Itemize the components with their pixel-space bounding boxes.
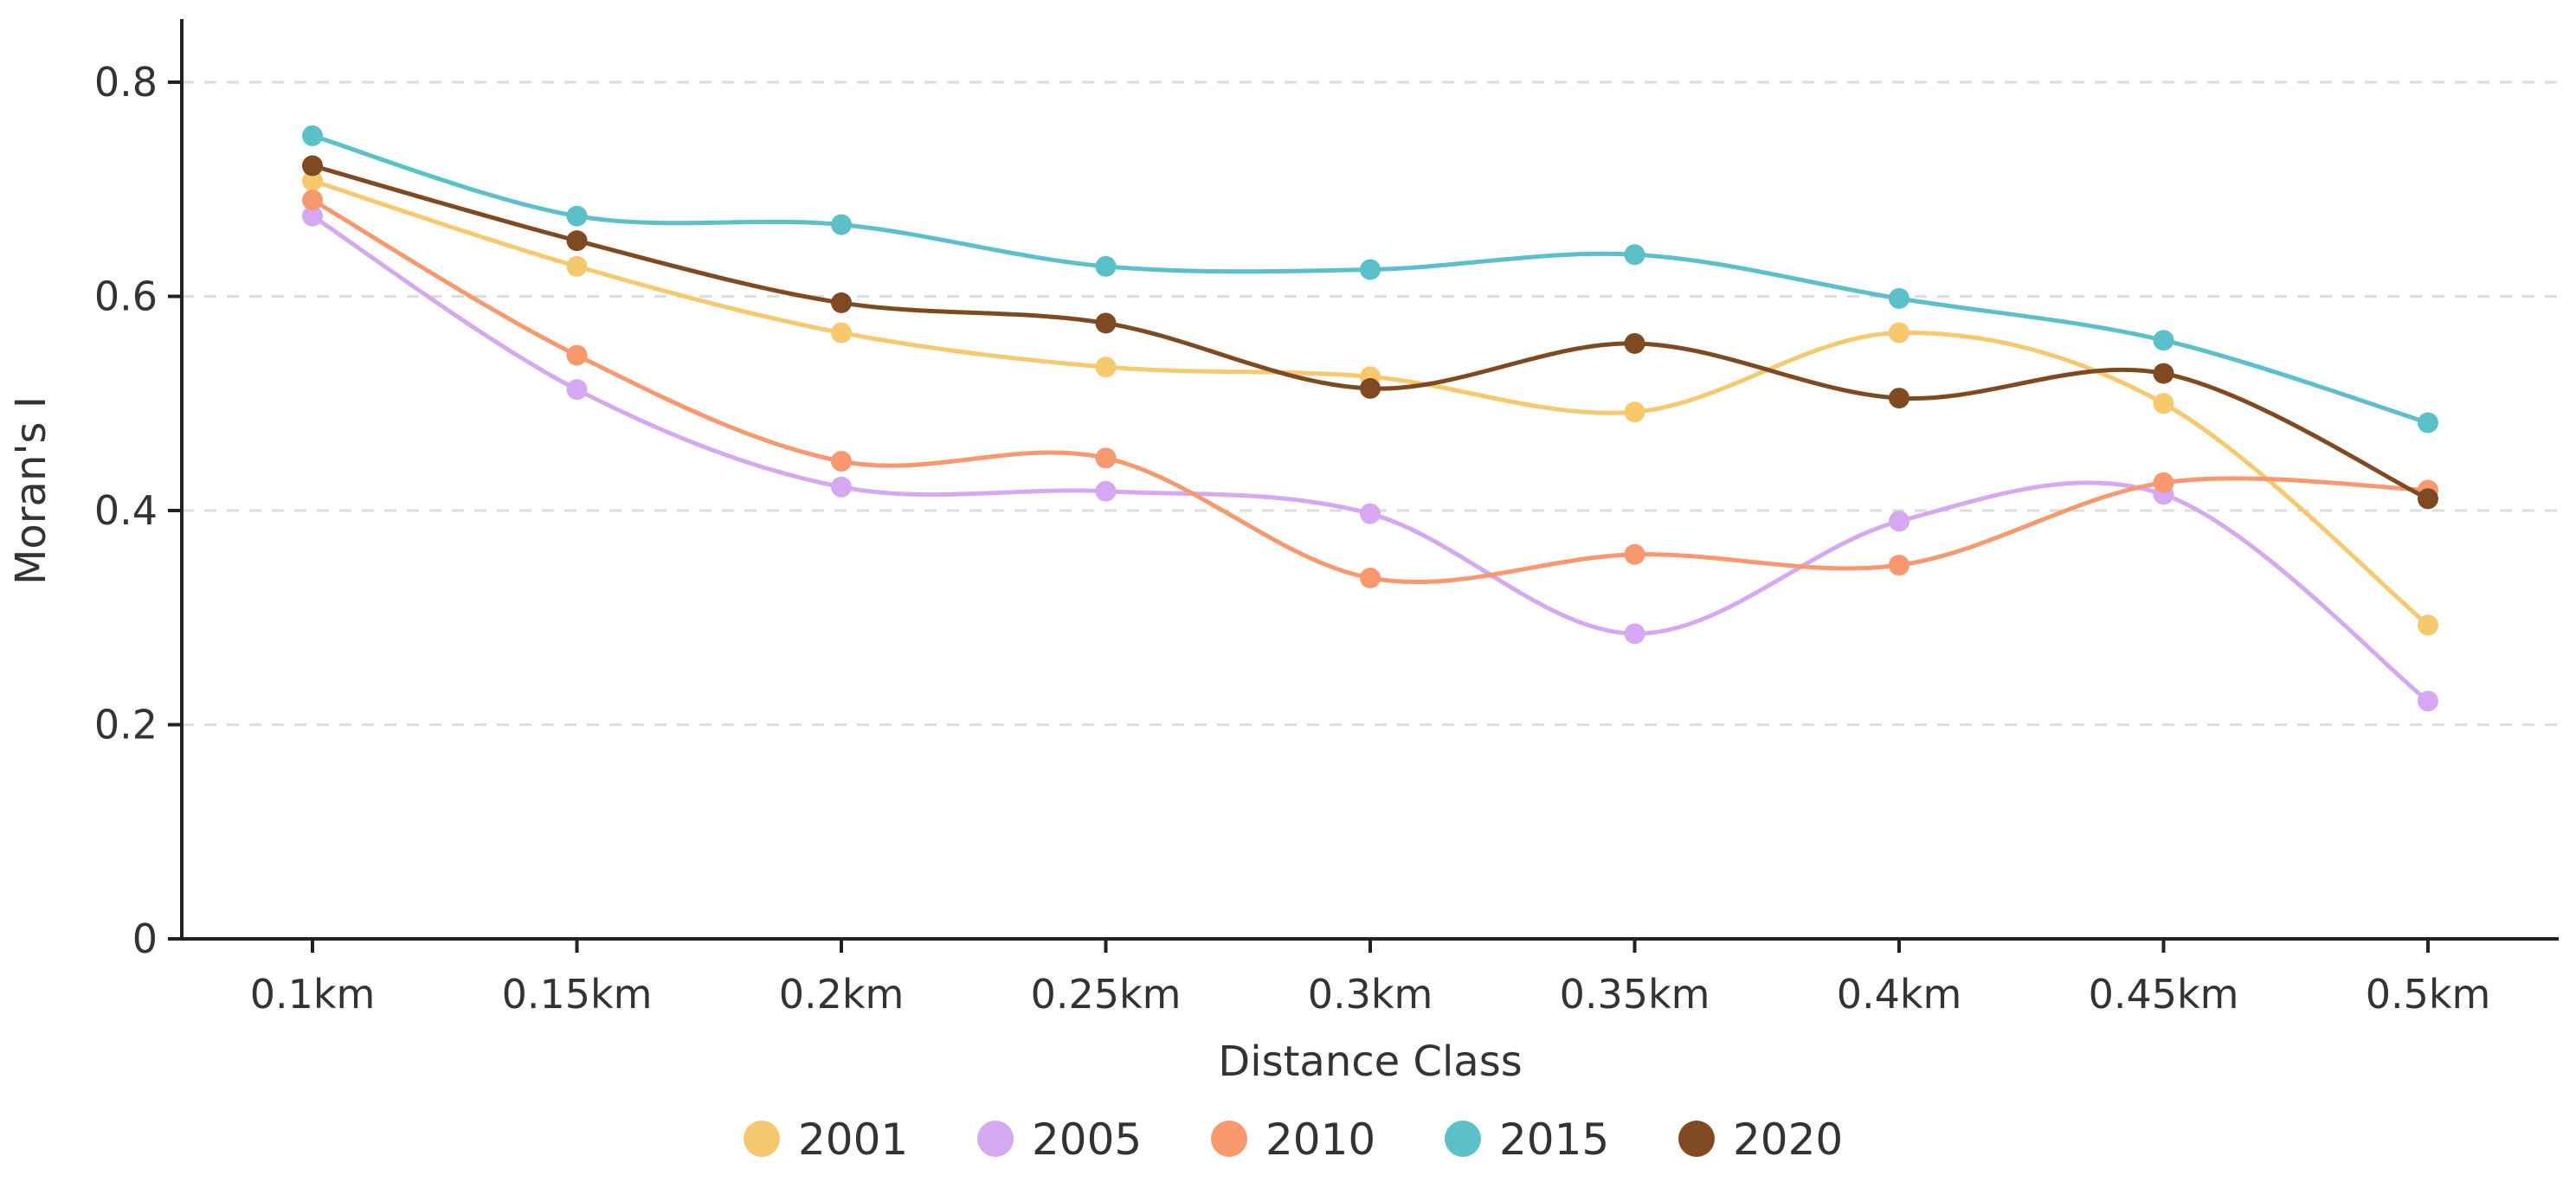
legend-label: 2020 (1733, 1115, 1843, 1165)
legend-label: 2005 (1032, 1115, 1142, 1165)
legend-swatch (1445, 1121, 1481, 1157)
series-lines (302, 125, 2438, 712)
series-2010 (302, 190, 2438, 588)
y-tick-label: 0.8 (94, 59, 158, 106)
legend-item-2020: 2020 (1678, 1115, 1843, 1165)
legend-label: 2015 (1499, 1115, 1609, 1165)
data-point (2153, 330, 2174, 351)
x-tick-label: 0.1km (250, 971, 376, 1018)
legend-item-2001: 2001 (744, 1115, 908, 1165)
series-2001 (302, 170, 2438, 636)
data-point (2153, 393, 2174, 414)
legend-item-2010: 2010 (1211, 1115, 1375, 1165)
legend-label: 2001 (798, 1115, 908, 1165)
legend-swatch (1211, 1121, 1247, 1157)
legend-swatch (977, 1121, 1014, 1157)
y-tick-label: 0.6 (94, 273, 158, 320)
data-point (302, 155, 323, 177)
y-tick-label: 0.2 (94, 702, 158, 748)
data-point (2418, 412, 2438, 434)
data-point (1624, 623, 1645, 645)
data-point (1624, 332, 1645, 354)
data-point (2418, 691, 2438, 712)
data-point (1095, 447, 1117, 469)
data-point (1624, 401, 1645, 423)
data-point (1360, 503, 1381, 524)
data-point (2418, 614, 2438, 636)
legend-swatch (1678, 1121, 1715, 1157)
data-point (566, 230, 588, 252)
data-point (566, 344, 588, 366)
series-line-2020 (312, 164, 2430, 501)
y-tick-label: 0 (132, 915, 158, 962)
series-line-2005 (311, 214, 2430, 703)
x-axis-title: Distance Class (1218, 1037, 1522, 1086)
data-point (302, 190, 323, 211)
data-point (302, 170, 323, 191)
series-2020 (302, 155, 2438, 510)
x-tick-label: 0.45km (2089, 971, 2239, 1018)
data-point (831, 292, 852, 313)
data-point (1889, 322, 1909, 344)
grid-lines (182, 80, 2559, 726)
x-tick-label: 0.3km (1308, 971, 1433, 1018)
legend-item-2005: 2005 (977, 1115, 1142, 1165)
x-tick-label: 0.25km (1031, 971, 1182, 1018)
data-point (566, 205, 588, 227)
data-point (1095, 480, 1117, 502)
legend: 2001 2005 2010 2015 2020 (744, 1115, 1843, 1165)
x-tick-label: 0.4km (1837, 971, 1962, 1018)
data-point (302, 125, 323, 146)
data-point (831, 214, 852, 235)
legend-item-2015: 2015 (1445, 1115, 1609, 1165)
x-tick-label: 0.15km (502, 971, 653, 1018)
data-point (1360, 259, 1381, 280)
y-tick-label: 0.4 (94, 487, 158, 534)
data-point (1624, 244, 1645, 266)
data-point (1889, 511, 1909, 532)
data-point (831, 322, 852, 344)
y-axis-title: Moran's I (7, 396, 55, 585)
x-tick-label: 0.5km (2366, 971, 2491, 1018)
series-2015 (302, 125, 2438, 434)
legend-label: 2010 (1265, 1115, 1375, 1165)
data-point (2418, 488, 2438, 510)
data-point (2153, 472, 2174, 493)
data-point (566, 379, 588, 401)
x-tick-label: 0.35km (1560, 971, 1710, 1018)
data-point (1889, 555, 1909, 576)
data-point (1095, 255, 1117, 277)
tick-labels: 0 0.2 0.4 0.6 0.8 0.1km 0.15km 0.2km 0.25km 0.3km… (94, 59, 2490, 1018)
data-point (1095, 312, 1117, 334)
data-point (2153, 363, 2174, 384)
series-line-2001 (312, 178, 2430, 627)
data-point (302, 205, 323, 227)
series-2005 (302, 205, 2438, 712)
legend-swatch (744, 1121, 780, 1157)
data-point (1360, 567, 1381, 588)
x-tick-label: 0.2km (779, 971, 905, 1018)
data-point (1889, 388, 1909, 409)
data-point (831, 451, 852, 472)
data-point (1889, 287, 1909, 309)
data-point (1624, 543, 1645, 565)
data-point (1360, 377, 1381, 399)
data-point (566, 255, 588, 277)
data-point (1095, 357, 1117, 378)
data-point (831, 476, 852, 498)
